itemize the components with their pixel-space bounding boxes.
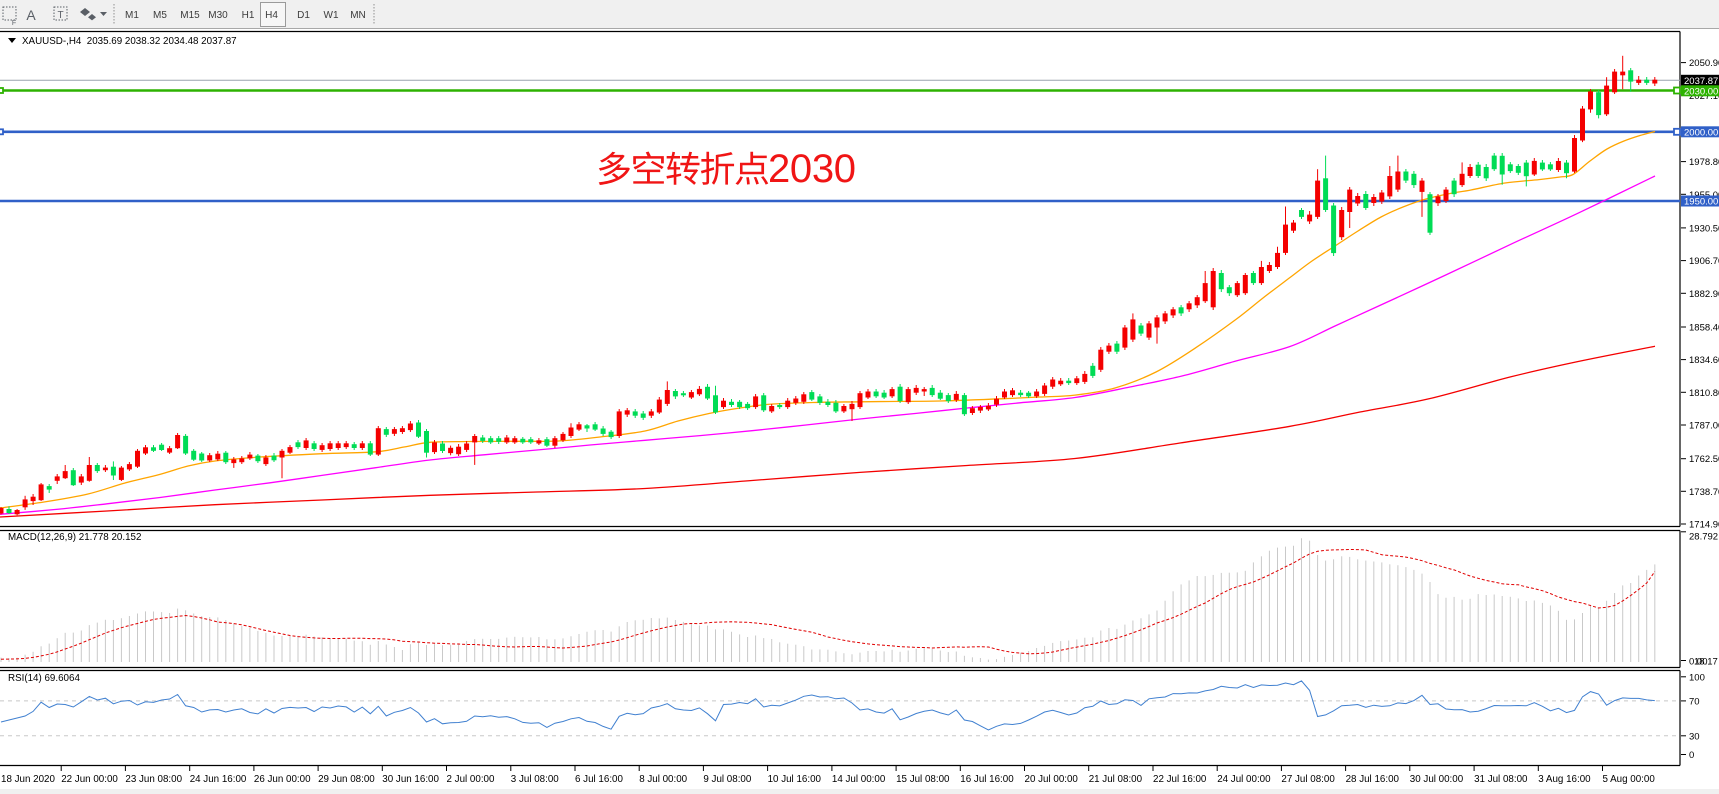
svg-text:A: A (26, 7, 36, 23)
svg-text:1955.00: 1955.00 (1689, 190, 1719, 201)
svg-text:21 Jul 08:00: 21 Jul 08:00 (1089, 774, 1143, 785)
svg-text:0.00: 0.00 (1689, 657, 1708, 668)
svg-text:26 Jun 00:00: 26 Jun 00:00 (254, 774, 311, 785)
svg-text:1787.00: 1787.00 (1689, 421, 1719, 432)
svg-text:2 Jul 00:00: 2 Jul 00:00 (447, 774, 495, 785)
svg-text:31 Jul 08:00: 31 Jul 08:00 (1474, 774, 1528, 785)
svg-text:1714.90: 1714.90 (1689, 520, 1719, 531)
svg-text:6 Jul 16:00: 6 Jul 16:00 (575, 774, 623, 785)
svg-text:22 Jul 16:00: 22 Jul 16:00 (1153, 774, 1207, 785)
svg-text:M30: M30 (208, 10, 228, 21)
svg-text:70: 70 (1689, 696, 1700, 707)
svg-text:14 Jul 00:00: 14 Jul 00:00 (832, 774, 886, 785)
svg-text:1906.70: 1906.70 (1689, 256, 1719, 267)
svg-text:1882.90: 1882.90 (1689, 289, 1719, 300)
svg-text:M15: M15 (180, 10, 200, 21)
svg-text:18.17: 18.17 (1694, 657, 1718, 668)
svg-text:23 Jun 08:00: 23 Jun 08:00 (125, 774, 182, 785)
svg-text:15 Jul 08:00: 15 Jul 08:00 (896, 774, 950, 785)
svg-text:18 Jun 2020: 18 Jun 2020 (1, 774, 55, 785)
svg-text:2030: 2030 (768, 147, 856, 191)
svg-text:30 Jun 16:00: 30 Jun 16:00 (382, 774, 439, 785)
svg-text:22 Jun 00:00: 22 Jun 00:00 (61, 774, 118, 785)
svg-text:5 Aug 00:00: 5 Aug 00:00 (1603, 774, 1656, 785)
svg-text:M5: M5 (153, 10, 167, 21)
svg-text:28.792: 28.792 (1689, 532, 1718, 543)
svg-text:27 Jul 08:00: 27 Jul 08:00 (1281, 774, 1335, 785)
svg-text:H1: H1 (242, 10, 255, 21)
svg-text:28 Jul 16:00: 28 Jul 16:00 (1346, 774, 1400, 785)
svg-text:30 Jul 00:00: 30 Jul 00:00 (1410, 774, 1464, 785)
svg-text:0: 0 (1689, 750, 1694, 761)
svg-text:T: T (57, 10, 63, 21)
svg-text:1810.80: 1810.80 (1689, 388, 1719, 399)
svg-text:9 Jul 08:00: 9 Jul 08:00 (703, 774, 751, 785)
svg-text:2000.00: 2000.00 (1684, 127, 1718, 138)
svg-text:F: F (12, 20, 16, 27)
svg-text:24 Jun 16:00: 24 Jun 16:00 (190, 774, 247, 785)
svg-text:1950.00: 1950.00 (1684, 197, 1718, 208)
svg-text:10 Jul 16:00: 10 Jul 16:00 (768, 774, 822, 785)
svg-text:30: 30 (1689, 731, 1700, 742)
svg-text:16 Jul 16:00: 16 Jul 16:00 (960, 774, 1014, 785)
svg-text:3 Jul 08:00: 3 Jul 08:00 (511, 774, 559, 785)
svg-text:1762.50: 1762.50 (1689, 454, 1719, 465)
svg-text:1738.70: 1738.70 (1689, 487, 1719, 498)
svg-text:D1: D1 (297, 10, 310, 21)
svg-text:H4: H4 (265, 10, 278, 21)
svg-text:2037.87: 2037.87 (1684, 76, 1718, 87)
svg-text:MN: MN (350, 10, 366, 21)
svg-text:MACD(12,26,9) 21.778 20.152: MACD(12,26,9) 21.778 20.152 (8, 532, 141, 543)
svg-text:1930.50: 1930.50 (1689, 223, 1719, 234)
svg-text:24 Jul 00:00: 24 Jul 00:00 (1217, 774, 1271, 785)
svg-text:1858.40: 1858.40 (1689, 323, 1719, 334)
svg-text:M1: M1 (125, 10, 139, 21)
svg-text:W1: W1 (324, 10, 339, 21)
svg-text:1834.60: 1834.60 (1689, 355, 1719, 366)
svg-text:2030.00: 2030.00 (1684, 86, 1718, 97)
svg-text:20 Jul 00:00: 20 Jul 00:00 (1025, 774, 1079, 785)
svg-text:100: 100 (1689, 672, 1705, 683)
svg-text:XAUUSD-,H4 2035.69 2038.32 20: XAUUSD-,H4 2035.69 2038.32 2034.48 2037.… (22, 36, 237, 47)
svg-text:2050.90: 2050.90 (1689, 58, 1719, 69)
svg-text:1978.80: 1978.80 (1689, 157, 1719, 168)
svg-text:29 Jun 08:00: 29 Jun 08:00 (318, 774, 375, 785)
svg-text:3 Aug 16:00: 3 Aug 16:00 (1538, 774, 1591, 785)
svg-text:RSI(14) 69.6064: RSI(14) 69.6064 (8, 673, 80, 684)
svg-text:8 Jul 00:00: 8 Jul 00:00 (639, 774, 687, 785)
